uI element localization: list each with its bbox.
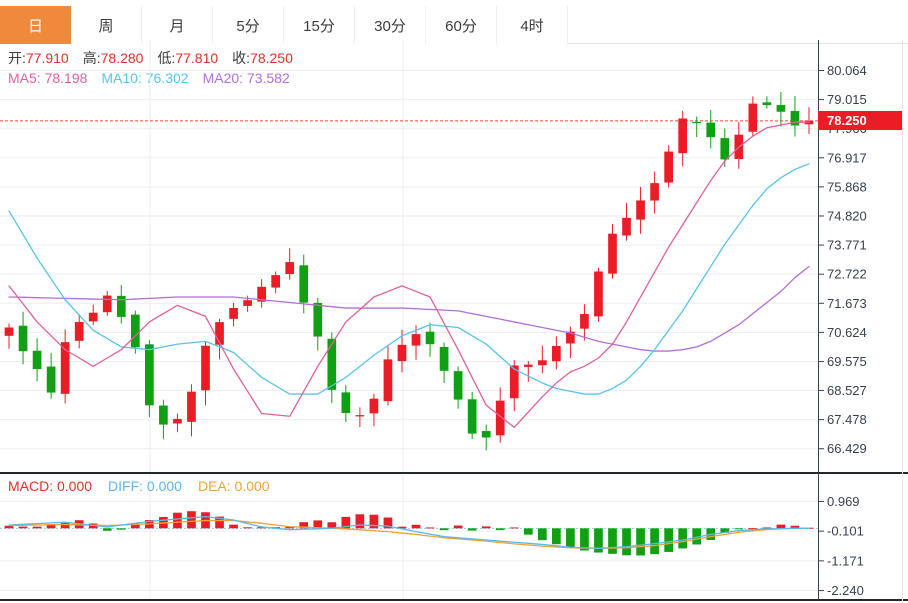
svg-text:76.917: 76.917 <box>827 150 867 165</box>
svg-text:73.771: 73.771 <box>827 238 867 253</box>
svg-text:75.868: 75.868 <box>827 179 867 194</box>
svg-text:79.015: 79.015 <box>827 92 867 107</box>
svg-text:74.820: 74.820 <box>827 208 867 223</box>
svg-text:71.673: 71.673 <box>827 296 867 311</box>
svg-text:0.969: 0.969 <box>827 494 860 509</box>
svg-text:80.064: 80.064 <box>827 63 867 78</box>
svg-text:70.624: 70.624 <box>827 325 867 340</box>
svg-text:67.478: 67.478 <box>827 412 867 427</box>
svg-text:-1.171: -1.171 <box>827 553 864 568</box>
svg-text:-2.240: -2.240 <box>827 583 864 598</box>
svg-text:-0.101: -0.101 <box>827 524 864 539</box>
svg-text:69.575: 69.575 <box>827 354 867 369</box>
svg-text:66.429: 66.429 <box>827 441 867 456</box>
svg-text:68.527: 68.527 <box>827 383 867 398</box>
svg-text:72.722: 72.722 <box>827 267 867 282</box>
